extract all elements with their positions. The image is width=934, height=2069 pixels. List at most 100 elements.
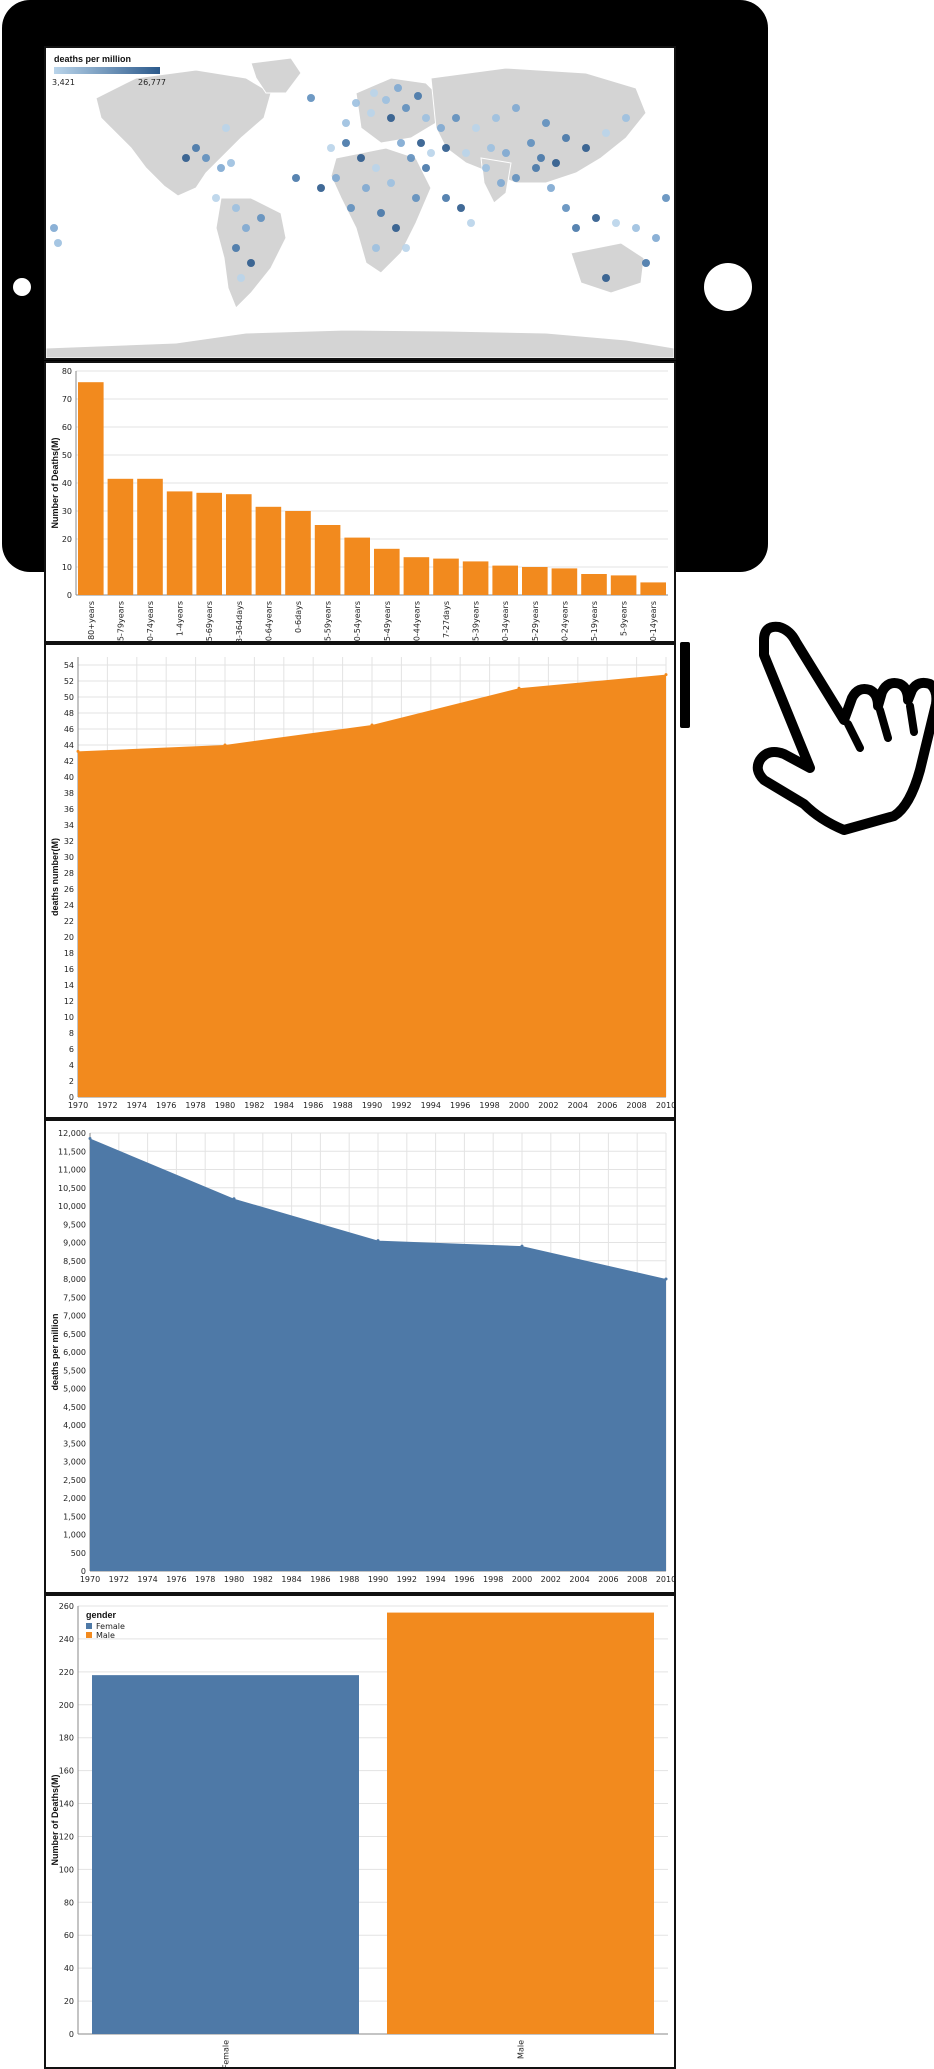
country-marker[interactable] <box>532 164 540 172</box>
country-marker[interactable] <box>512 104 520 112</box>
country-marker[interactable] <box>377 209 385 217</box>
data-point[interactable] <box>664 673 668 677</box>
bar[interactable] <box>433 558 459 595</box>
gender-deaths-bar-chart[interactable]: 0 20 40 60 80 100 120 140 160 180 200 220 240 260 Numb… <box>46 1596 674 2067</box>
bar[interactable] <box>581 574 607 595</box>
data-point[interactable] <box>664 1277 668 1281</box>
country-marker[interactable] <box>602 274 610 282</box>
country-marker[interactable] <box>592 214 600 222</box>
legend-entry[interactable]: Female <box>96 1622 125 1631</box>
country-marker[interactable] <box>332 174 340 182</box>
country-marker[interactable] <box>552 159 560 167</box>
world-map[interactable]: deaths per million 3,421 26,777 <box>46 48 674 358</box>
country-marker[interactable] <box>192 144 200 152</box>
country-marker[interactable] <box>427 149 435 157</box>
bar[interactable] <box>107 478 134 595</box>
data-point[interactable] <box>232 1197 236 1201</box>
country-marker[interactable] <box>512 174 520 182</box>
bar[interactable] <box>403 557 430 595</box>
country-marker[interactable] <box>257 214 265 222</box>
bar[interactable] <box>374 548 400 595</box>
country-marker[interactable] <box>317 184 325 192</box>
country-marker[interactable] <box>457 204 465 212</box>
country-marker[interactable] <box>202 154 210 162</box>
country-marker[interactable] <box>392 224 400 232</box>
bar[interactable] <box>226 494 252 595</box>
country-marker[interactable] <box>472 124 480 132</box>
country-marker[interactable] <box>357 154 365 162</box>
data-point[interactable] <box>376 1239 380 1243</box>
country-marker[interactable] <box>232 244 240 252</box>
country-marker[interactable] <box>402 244 410 252</box>
country-marker[interactable] <box>452 114 460 122</box>
country-marker[interactable] <box>367 109 375 117</box>
country-marker[interactable] <box>437 124 445 132</box>
country-marker[interactable] <box>342 119 350 127</box>
country-marker[interactable] <box>394 84 402 92</box>
country-marker[interactable] <box>182 154 190 162</box>
country-marker[interactable] <box>402 104 410 112</box>
country-marker[interactable] <box>232 204 240 212</box>
bar[interactable] <box>78 382 104 595</box>
country-marker[interactable] <box>642 259 650 267</box>
data-point[interactable] <box>370 723 374 727</box>
bar[interactable] <box>610 575 637 595</box>
data-point[interactable] <box>223 743 227 747</box>
country-marker[interactable] <box>537 154 545 162</box>
bar[interactable] <box>255 506 282 595</box>
bar[interactable] <box>387 1612 654 2034</box>
data-point[interactable] <box>517 686 521 690</box>
country-marker[interactable] <box>542 119 550 127</box>
country-marker[interactable] <box>327 144 335 152</box>
area-series[interactable] <box>78 674 666 1097</box>
country-marker[interactable] <box>622 114 630 122</box>
country-marker[interactable] <box>632 224 640 232</box>
country-marker[interactable] <box>242 224 250 232</box>
country-marker[interactable] <box>497 179 505 187</box>
country-marker[interactable] <box>247 259 255 267</box>
country-marker[interactable] <box>662 194 670 202</box>
country-marker[interactable] <box>212 194 220 202</box>
country-marker[interactable] <box>292 174 300 182</box>
bar[interactable] <box>522 567 548 595</box>
country-marker[interactable] <box>222 124 230 132</box>
data-point[interactable] <box>88 1136 92 1140</box>
bar[interactable] <box>285 511 311 595</box>
bar[interactable] <box>640 582 666 595</box>
country-marker[interactable] <box>602 129 610 137</box>
country-marker[interactable] <box>237 274 245 282</box>
bar[interactable] <box>92 1675 359 2034</box>
country-marker[interactable] <box>482 164 490 172</box>
country-marker[interactable] <box>227 159 235 167</box>
country-marker[interactable] <box>407 154 415 162</box>
country-marker[interactable] <box>387 114 395 122</box>
bar[interactable] <box>314 525 341 595</box>
country-marker[interactable] <box>562 204 570 212</box>
country-marker[interactable] <box>382 96 390 104</box>
country-marker[interactable] <box>442 194 450 202</box>
country-marker[interactable] <box>352 99 360 107</box>
bar[interactable] <box>462 561 489 595</box>
country-marker[interactable] <box>492 114 500 122</box>
country-marker[interactable] <box>652 234 660 242</box>
country-marker[interactable] <box>372 244 380 252</box>
country-marker[interactable] <box>387 179 395 187</box>
country-marker[interactable] <box>612 219 620 227</box>
country-marker[interactable] <box>422 114 430 122</box>
country-marker[interactable] <box>417 139 425 147</box>
country-marker[interactable] <box>442 144 450 152</box>
country-marker[interactable] <box>342 139 350 147</box>
country-marker[interactable] <box>370 89 378 97</box>
country-marker[interactable] <box>397 139 405 147</box>
bar[interactable] <box>166 491 193 595</box>
deaths-number-area-chart[interactable]: 1970 1972 1974 1976 1978 1980 1982 1984 1986 1988… <box>46 645 674 1117</box>
deaths-per-million-area-chart[interactable]: 1970 1972 1974 1976 1978 1980 1982 1984 1986 1988… <box>46 1121 674 1592</box>
country-marker[interactable] <box>414 92 422 100</box>
country-marker[interactable] <box>547 184 555 192</box>
age-deaths-bar-chart[interactable]: 0 10 20 30 40 50 60 70 80 Number of Deaths(M) 80+y… <box>46 363 674 641</box>
country-marker[interactable] <box>54 239 62 247</box>
country-marker[interactable] <box>572 224 580 232</box>
country-marker[interactable] <box>487 144 495 152</box>
legend-entry[interactable]: Male <box>96 1631 115 1640</box>
bar[interactable] <box>344 537 370 595</box>
